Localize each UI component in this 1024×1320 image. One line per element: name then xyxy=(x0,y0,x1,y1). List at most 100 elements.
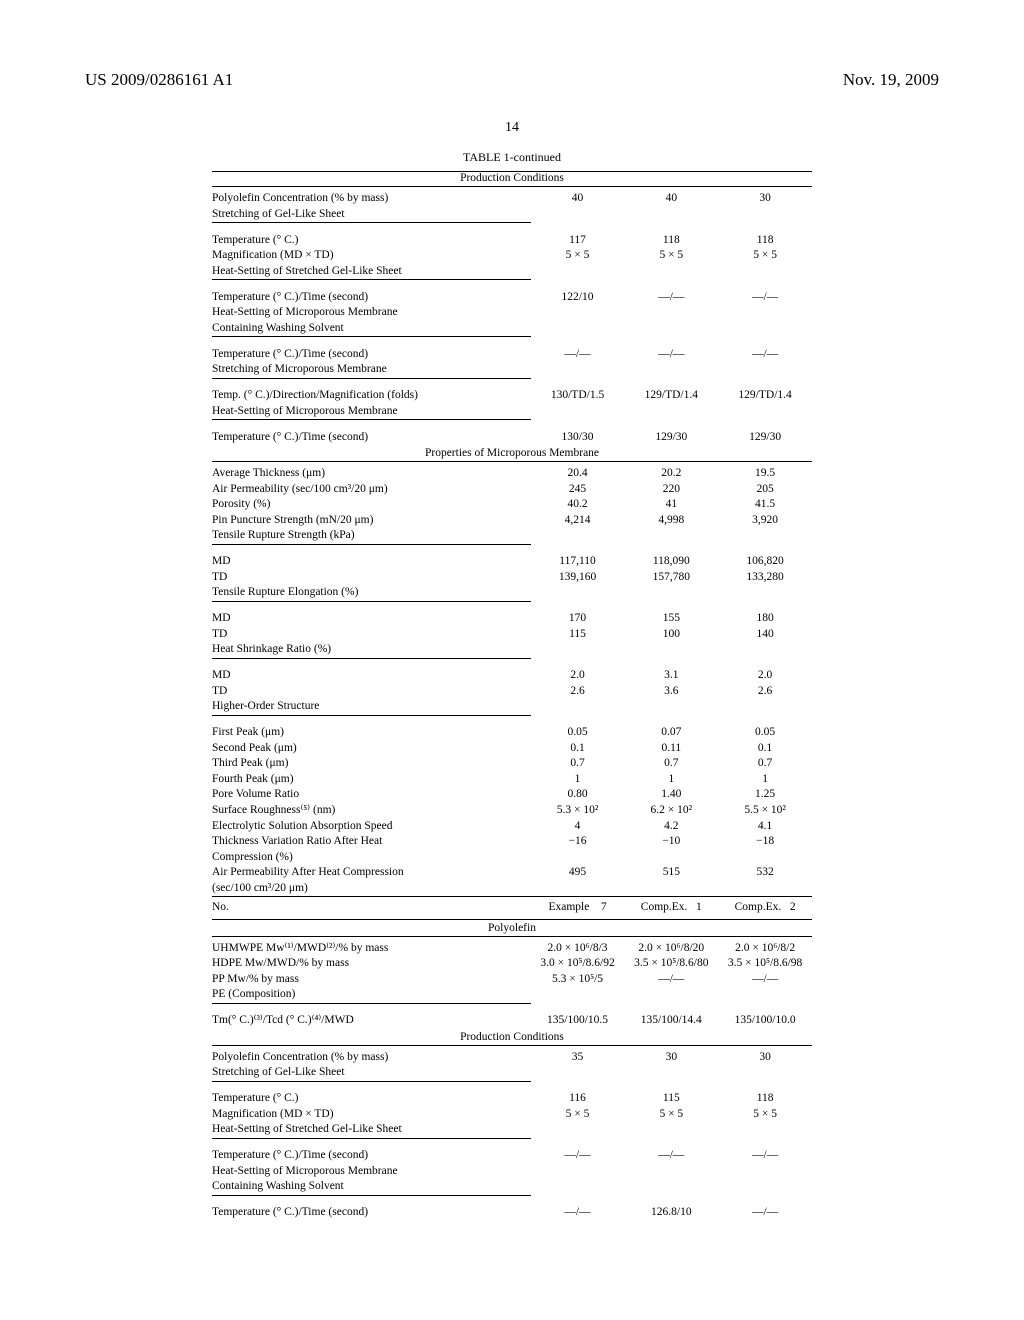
row-value: 2.0 × 10⁶/8/20 xyxy=(624,941,718,957)
row-value xyxy=(718,207,812,223)
row-value: 5 × 5 xyxy=(531,248,625,264)
table-row: Heat-Setting of Microporous Membrane xyxy=(212,404,812,420)
row-label: TD xyxy=(212,570,531,586)
data-table-block: UHMWPE Mw⁽¹⁾/MWD⁽²⁾/% by mass2.0 × 10⁶/8… xyxy=(212,941,812,1029)
row-value xyxy=(718,881,812,897)
section-header: Production Conditions xyxy=(212,171,812,187)
row-value: 2.0 xyxy=(718,668,812,684)
table-row: Heat-Setting of Stretched Gel-Like Sheet xyxy=(212,1122,812,1138)
row-label: Temperature (° C.)/Time (second) xyxy=(212,1148,531,1164)
row-value: 0.80 xyxy=(531,787,625,803)
row-value xyxy=(718,850,812,866)
row-value: 135/100/10.5 xyxy=(531,1013,625,1029)
row-value: 4.1 xyxy=(718,819,812,835)
row-label: Compression (%) xyxy=(212,850,531,866)
row-value xyxy=(624,987,718,1003)
row-label: Magnification (MD × TD) xyxy=(212,1107,531,1123)
row-value: 3.6 xyxy=(624,684,718,700)
table-row: Temperature (° C.)/Time (second)—/—126.8… xyxy=(212,1205,812,1221)
row-value: 1 xyxy=(624,772,718,788)
table-1-continued: TABLE 1-continued Production ConditionsP… xyxy=(212,150,812,1221)
row-value: 129/TD/1.4 xyxy=(624,388,718,404)
table-row: MD2.03.12.0 xyxy=(212,668,812,684)
no-row-table: No.Example 7Comp.Ex. 1Comp.Ex. 2 xyxy=(212,896,812,920)
row-value: 126.8/10 xyxy=(624,1205,718,1221)
table-row: HDPE Mw/MWD/% by mass3.0 × 10⁵/8.6/923.5… xyxy=(212,956,812,972)
row-label: Temp. (° C.)/Direction/Magnification (fo… xyxy=(212,388,531,404)
table-row: Porosity (%)40.24141.5 xyxy=(212,497,812,513)
row-value xyxy=(624,528,718,544)
row-value xyxy=(624,305,718,321)
table-row: Temp. (° C.)/Direction/Magnification (fo… xyxy=(212,388,812,404)
row-value: 170 xyxy=(531,611,625,627)
row-value: 3,920 xyxy=(718,513,812,529)
row-value: —/— xyxy=(531,347,625,363)
row-value: 1.40 xyxy=(624,787,718,803)
row-value xyxy=(531,1179,625,1195)
row-value xyxy=(718,1065,812,1081)
row-value: —/— xyxy=(624,972,718,988)
row-value xyxy=(624,1065,718,1081)
table-row: Polyolefin Concentration (% by mass)4040… xyxy=(212,191,812,207)
table-row: TD139,160157,780133,280 xyxy=(212,570,812,586)
row-label: Temperature (° C.)/Time (second) xyxy=(212,347,531,363)
table-row: Temperature (° C.)/Time (second)122/10—/… xyxy=(212,290,812,306)
row-value: 0.7 xyxy=(718,756,812,772)
row-value xyxy=(718,305,812,321)
row-value: 118,090 xyxy=(624,554,718,570)
row-value: 4 xyxy=(531,819,625,835)
row-value: 135/100/14.4 xyxy=(624,1013,718,1029)
row-value xyxy=(718,362,812,378)
table-row: Magnification (MD × TD)5 × 55 × 55 × 5 xyxy=(212,1107,812,1123)
row-value: −10 xyxy=(624,834,718,850)
row-value: 130/TD/1.5 xyxy=(531,388,625,404)
row-value: 30 xyxy=(624,1050,718,1066)
row-label: Air Permeability (sec/100 cm³/20 μm) xyxy=(212,482,531,498)
row-value: 157,780 xyxy=(624,570,718,586)
row-value xyxy=(718,1179,812,1195)
row-value: 0.05 xyxy=(531,725,625,741)
table-row: Second Peak (μm)0.10.110.1 xyxy=(212,741,812,757)
row-value: 0.7 xyxy=(624,756,718,772)
table-row: Heat Shrinkage Ratio (%) xyxy=(212,642,812,658)
row-value: 100 xyxy=(624,627,718,643)
row-label: Second Peak (μm) xyxy=(212,741,531,757)
row-value: 532 xyxy=(718,865,812,881)
row-value: 115 xyxy=(531,627,625,643)
row-value: —/— xyxy=(624,1148,718,1164)
row-label: PE (Composition) xyxy=(212,987,531,1003)
table-row: Pin Puncture Strength (mN/20 μm)4,2144,9… xyxy=(212,513,812,529)
row-value xyxy=(531,404,625,420)
row-value: 0.11 xyxy=(624,741,718,757)
row-label: Containing Washing Solvent xyxy=(212,1179,531,1195)
row-value: —/— xyxy=(718,347,812,363)
row-value xyxy=(624,881,718,897)
row-value xyxy=(531,881,625,897)
table-row: First Peak (μm)0.050.070.05 xyxy=(212,725,812,741)
row-label: Heat-Setting of Microporous Membrane xyxy=(212,1164,531,1180)
table-row: Heat-Setting of Stretched Gel-Like Sheet xyxy=(212,264,812,280)
table-row: Higher-Order Structure xyxy=(212,699,812,715)
row-value xyxy=(531,321,625,337)
row-value: 40 xyxy=(531,191,625,207)
row-label: Pore Volume Ratio xyxy=(212,787,531,803)
row-value xyxy=(624,1122,718,1138)
row-value: 117,110 xyxy=(531,554,625,570)
row-value xyxy=(624,1179,718,1195)
row-label: Fourth Peak (μm) xyxy=(212,772,531,788)
row-label: Stretching of Microporous Membrane xyxy=(212,362,531,378)
row-label: Magnification (MD × TD) xyxy=(212,248,531,264)
table-row: TD115100140 xyxy=(212,627,812,643)
row-label: TD xyxy=(212,684,531,700)
row-label: Porosity (%) xyxy=(212,497,531,513)
row-label: Polyolefin Concentration (% by mass) xyxy=(212,1050,531,1066)
row-value xyxy=(624,699,718,715)
row-value: 1 xyxy=(531,772,625,788)
row-value: 116 xyxy=(531,1091,625,1107)
row-value: 0.1 xyxy=(718,741,812,757)
row-value: 20.2 xyxy=(624,466,718,482)
row-value: 155 xyxy=(624,611,718,627)
table-row: Stretching of Microporous Membrane xyxy=(212,362,812,378)
row-label: Temperature (° C.) xyxy=(212,1091,531,1107)
row-label: Stretching of Gel-Like Sheet xyxy=(212,207,531,223)
